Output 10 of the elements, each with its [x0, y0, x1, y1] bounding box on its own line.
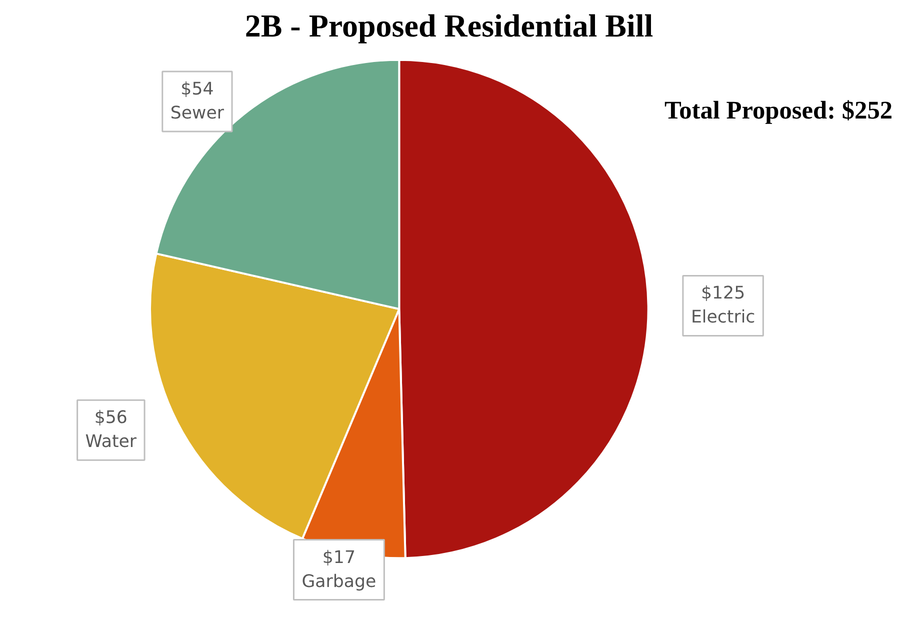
- data-label: $125: [701, 284, 746, 304]
- slice-label: Sewer: [170, 103, 225, 124]
- data-label: $17: [322, 548, 356, 568]
- data-label: $54: [180, 79, 214, 100]
- slice-label: Electric: [690, 308, 756, 328]
- text: Total Proposed: $252: [664, 96, 893, 125]
- slice-label: Garbage: [302, 572, 376, 592]
- data-label: $56: [94, 408, 128, 428]
- slice-label: Water: [85, 432, 138, 452]
- chart-title: 2B - Proposed Residential Bill: [244, 8, 654, 44]
